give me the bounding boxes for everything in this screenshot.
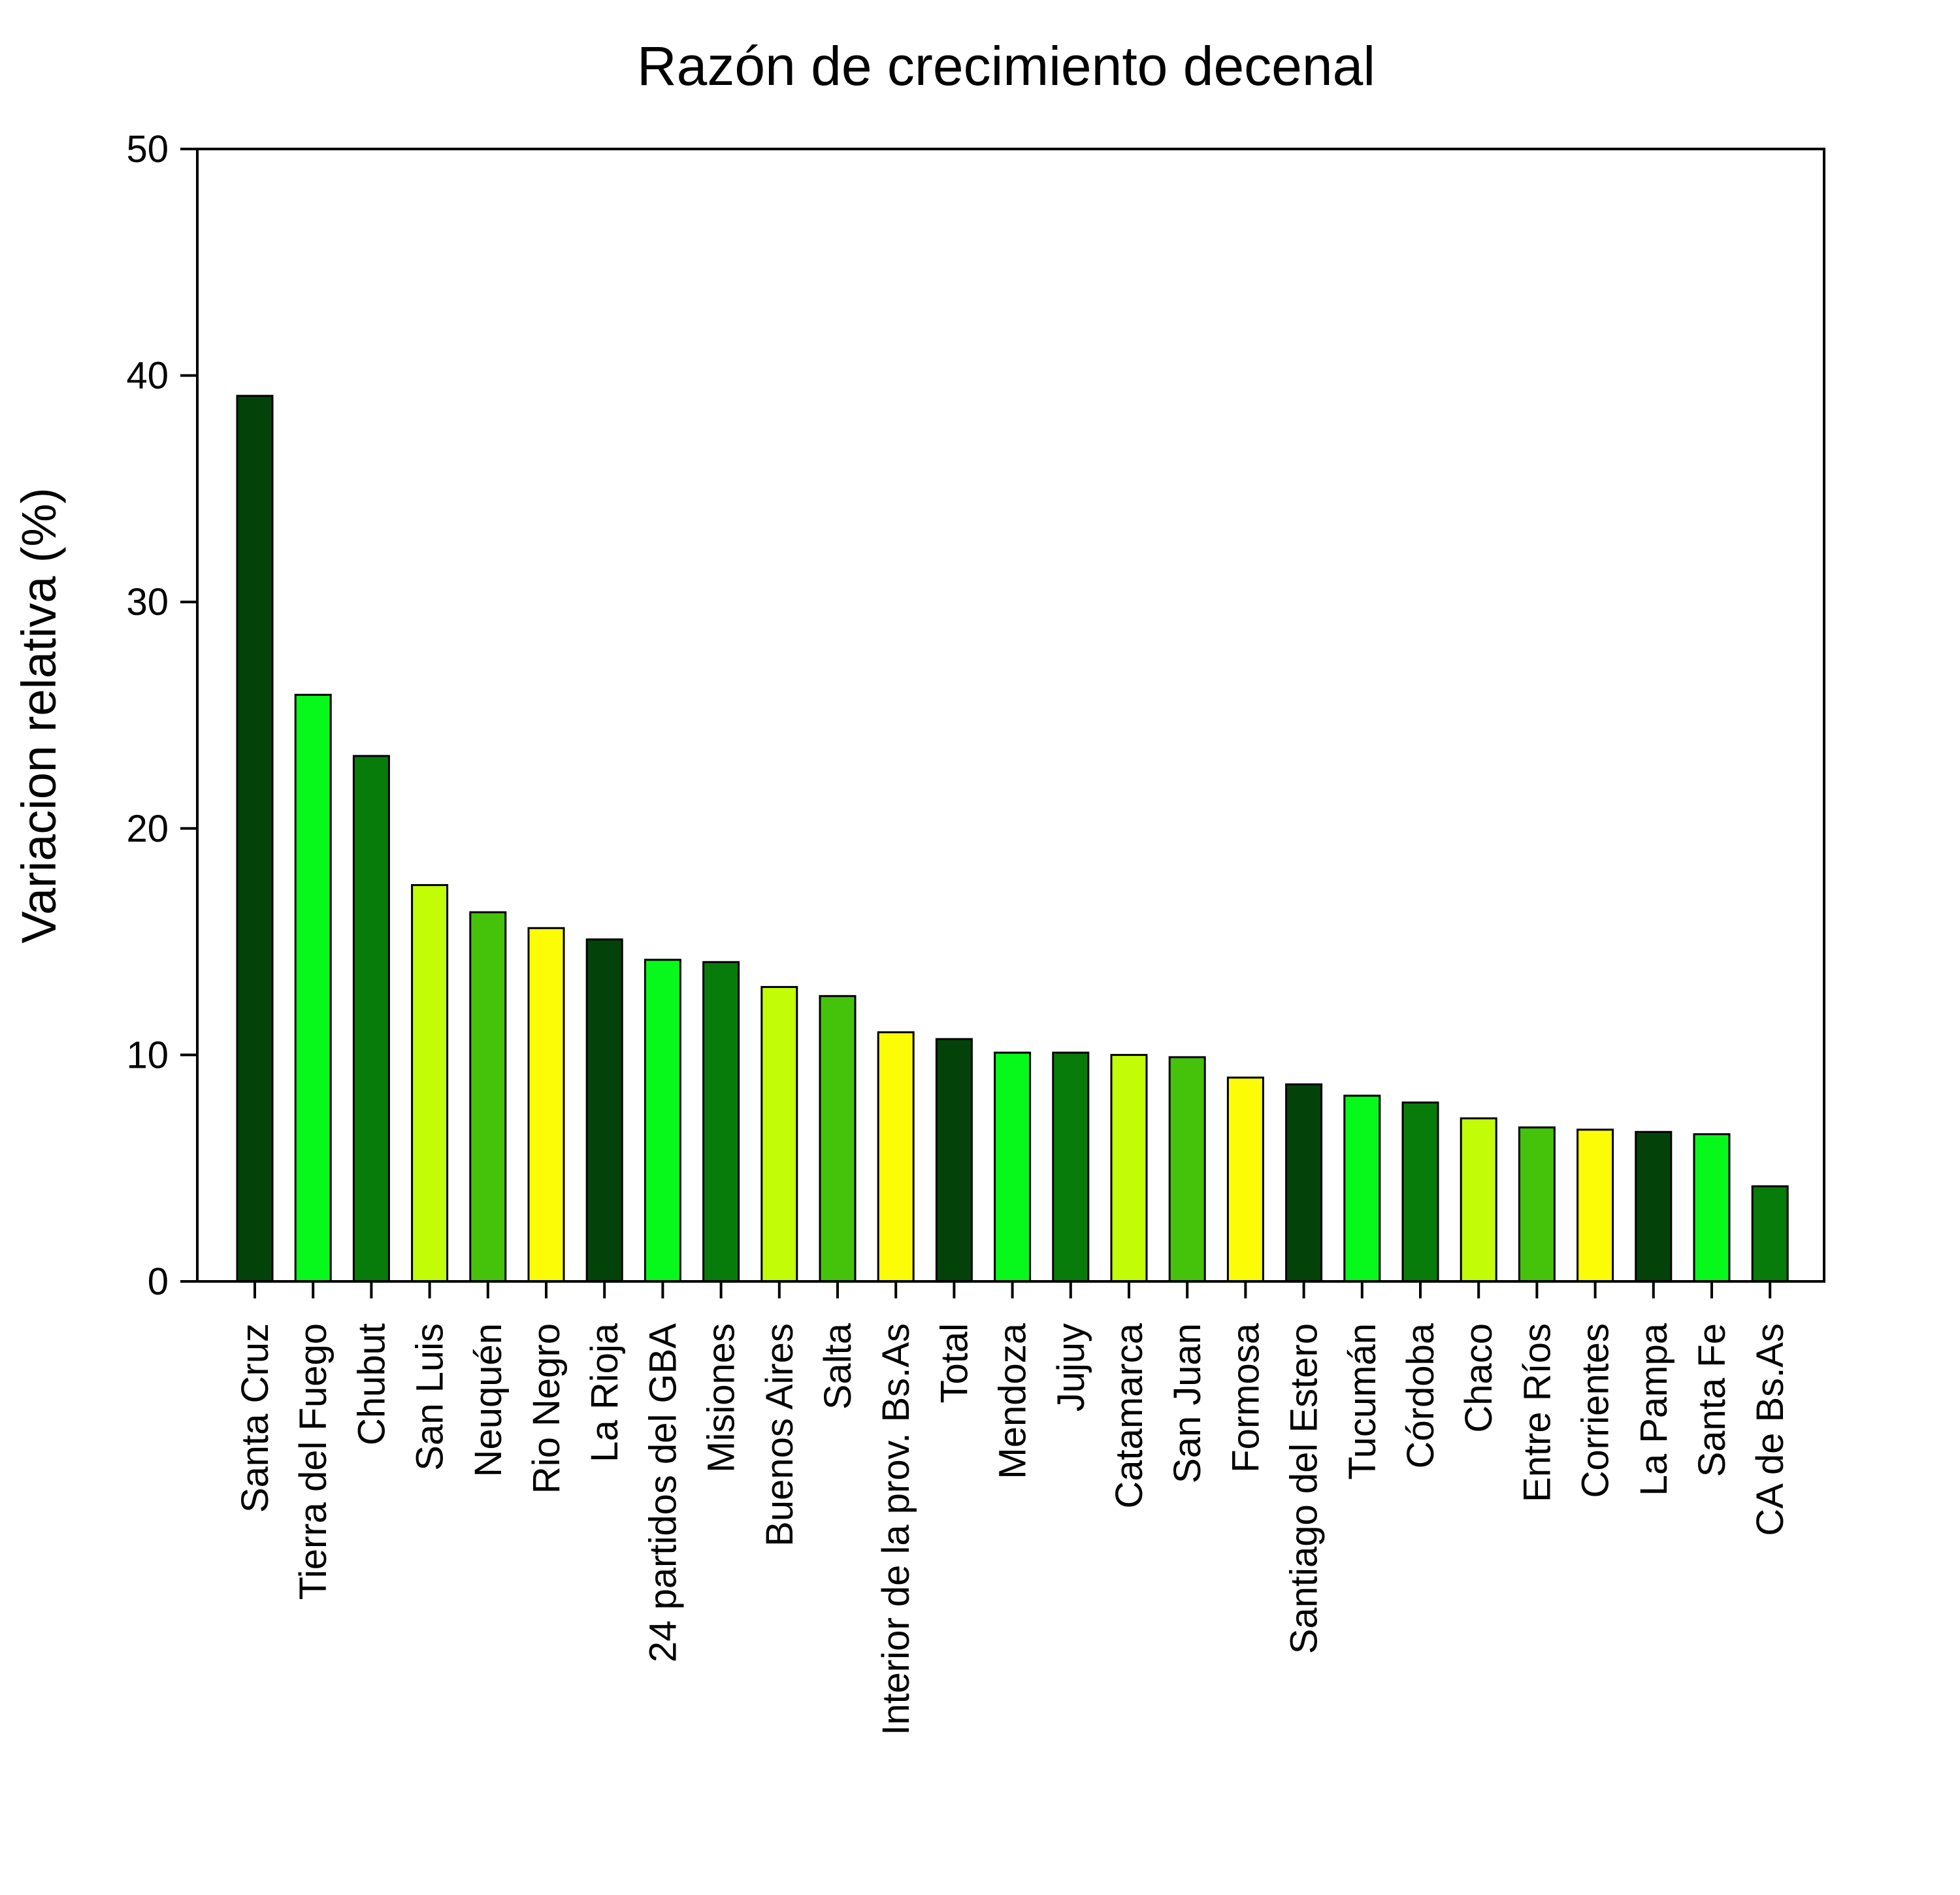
x-tick-label: Buenos Aires: [759, 1323, 801, 1547]
x-tick-label: Catamarca: [1108, 1323, 1151, 1508]
bar: [819, 995, 857, 1283]
bars-group: [236, 395, 1789, 1283]
bar: [469, 911, 507, 1283]
bar: [352, 755, 390, 1283]
x-axis: Santa Cruz Tierra del Fuego Chubut San Luis…: [234, 1281, 1791, 1736]
y-tick-label: 30: [126, 581, 169, 623]
bar: [294, 693, 332, 1283]
y-tick-label: 10: [126, 1034, 169, 1076]
x-tick-label: Tucumán: [1341, 1323, 1384, 1480]
x-tick-label: CA de Bs.As: [1749, 1323, 1791, 1536]
x-tick-label: Tierra del Fuego: [292, 1323, 335, 1600]
x-tick-label: Total: [933, 1323, 975, 1404]
bar: [1052, 1051, 1090, 1283]
bar: [1168, 1056, 1206, 1283]
x-tick-label: Neuquén: [467, 1323, 510, 1477]
bar: [877, 1031, 915, 1283]
x-tick-label: Santiago del Estero: [1283, 1323, 1326, 1654]
x-tick-label: Chaco: [1458, 1323, 1500, 1433]
bar: [1635, 1130, 1673, 1283]
bar: [1576, 1129, 1614, 1283]
bar: [411, 883, 449, 1283]
bar: [1285, 1083, 1323, 1283]
y-tick-label: 0: [148, 1261, 169, 1303]
x-tick-label: Corrientes: [1575, 1323, 1617, 1498]
y-axis: 0 10 20 30 40 50: [126, 128, 197, 1303]
x-tick-label: Entre Ríos: [1516, 1323, 1558, 1502]
x-tick-label: Rio Negro: [525, 1323, 568, 1494]
bar: [644, 959, 681, 1283]
bar: [1518, 1126, 1556, 1283]
x-tick-label: San Luis: [409, 1323, 451, 1471]
chart-title: Razón de crecimiento decenal: [637, 35, 1375, 97]
bar: [236, 395, 274, 1283]
bar: [935, 1038, 973, 1283]
x-tick-label: Chubut: [350, 1323, 393, 1445]
bar: [1226, 1076, 1264, 1283]
y-axis-label: Variacion relativa (%): [12, 487, 66, 944]
x-tick-label: La Rioja: [583, 1323, 626, 1462]
bar: [1343, 1095, 1381, 1283]
bar: [760, 985, 798, 1283]
x-tick-label: Formosa: [1224, 1323, 1267, 1473]
bar: [585, 938, 623, 1283]
bar: [527, 927, 565, 1283]
bar: [702, 961, 740, 1283]
x-tick-label: Córdoba: [1399, 1323, 1442, 1468]
x-tick-label: Santa Fe: [1691, 1323, 1733, 1477]
bar: [1751, 1185, 1789, 1283]
bar: [1401, 1101, 1439, 1283]
x-tick-label: San Juan: [1166, 1323, 1209, 1483]
x-tick-label: Mendoza: [992, 1323, 1034, 1479]
y-tick-label: 20: [126, 808, 169, 850]
x-tick-label: La Pampa: [1633, 1323, 1675, 1496]
bar: [1693, 1133, 1731, 1283]
y-tick-label: 50: [126, 128, 169, 171]
bar: [994, 1051, 1032, 1283]
x-tick-label: Interior de la prov. Bs.As: [875, 1323, 917, 1736]
x-tick-label: 24 partidos del GBA: [642, 1323, 684, 1662]
x-tick-label: Misiones: [700, 1323, 743, 1473]
bar: [1460, 1117, 1497, 1283]
bar: [1110, 1053, 1148, 1283]
plot-frame: [196, 148, 1825, 1283]
x-tick-label: Jujuy: [1050, 1323, 1092, 1411]
x-tick-label: Santa Cruz: [234, 1323, 276, 1513]
y-tick-label: 40: [126, 355, 169, 397]
x-tick-label: Salta: [817, 1323, 859, 1409]
